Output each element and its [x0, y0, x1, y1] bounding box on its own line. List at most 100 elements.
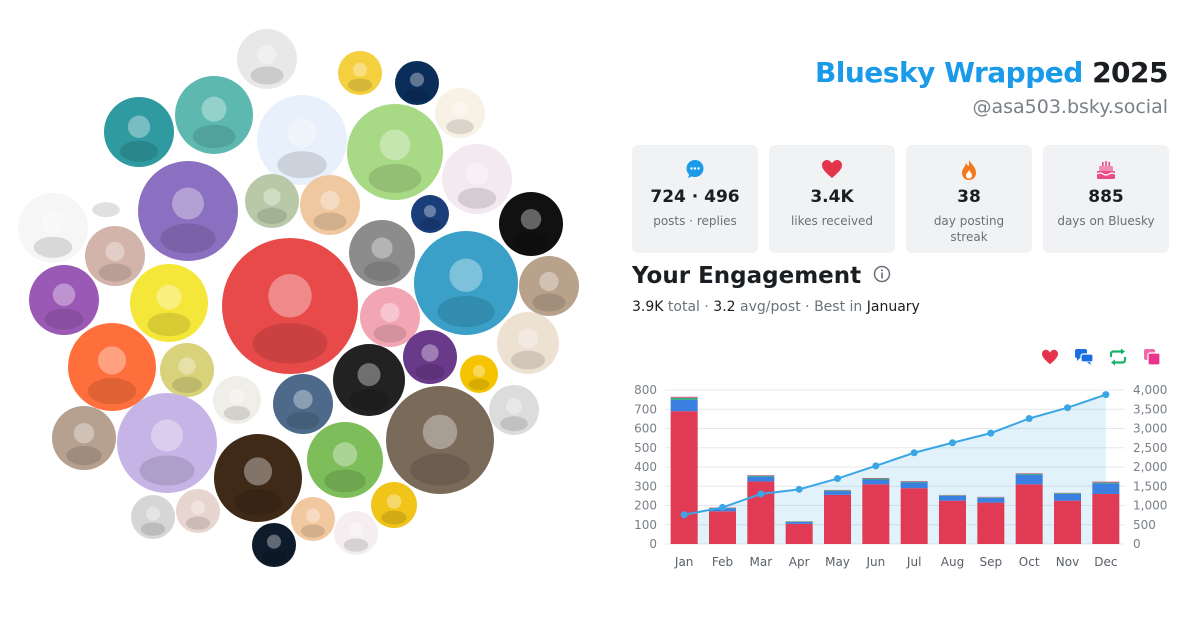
avatar-collage: [18, 29, 579, 567]
y-tick-left: 500: [634, 441, 657, 455]
cumulative-point: [1025, 414, 1033, 422]
x-tick-label: Sep: [980, 555, 1003, 569]
bar-segment: [1054, 493, 1081, 494]
y-tick-right: 500: [1133, 518, 1156, 532]
avatar: [519, 256, 579, 316]
y-tick-left: 700: [634, 402, 657, 416]
x-tick-label: Nov: [1056, 555, 1079, 569]
bar-segment: [862, 484, 890, 544]
page-title: Bluesky Wrapped 2025: [815, 56, 1169, 89]
x-tick-label: May: [825, 555, 850, 569]
bar-segment: [939, 495, 966, 501]
cumulative-point: [872, 462, 880, 470]
bar-segment: [862, 479, 890, 485]
avatar: [442, 144, 512, 214]
avatar: [138, 161, 238, 261]
cumulative-point: [834, 475, 841, 483]
stat-label: days on Bluesky: [1057, 214, 1155, 228]
cumulative-point: [795, 485, 803, 493]
x-tick-label: Dec: [1094, 555, 1117, 569]
avatar: [403, 330, 457, 384]
stat-card-posts: 724 · 496 posts · replies: [632, 145, 758, 253]
avatar: [68, 323, 156, 411]
y-tick-right: 4,000: [1133, 383, 1167, 397]
bar-segment: [1015, 473, 1043, 475]
y-tick-right: 1,500: [1133, 479, 1167, 493]
bar-segment: [747, 476, 775, 482]
avatar: [300, 175, 360, 235]
y-tick-right: 0: [1133, 537, 1141, 551]
x-tick-label: Oct: [1019, 555, 1040, 569]
user-handle: @asa503.bsky.social: [972, 96, 1168, 118]
avatar: [18, 193, 88, 263]
cumulative-point: [1064, 404, 1071, 412]
repost-icon[interactable]: [1108, 348, 1128, 366]
bar-segment: [1092, 493, 1120, 544]
cumulative-point: [987, 429, 995, 437]
bar-segment: [824, 491, 851, 495]
stat-value: 38: [957, 187, 981, 207]
avatar: [85, 226, 145, 286]
cumulative-point: [1102, 391, 1110, 399]
stat-card-days: 885 days on Bluesky: [1043, 145, 1169, 253]
speech-bubble-icon: [632, 159, 758, 181]
avg-value: 3.2: [713, 299, 736, 315]
y-tick-right: 2,000: [1133, 460, 1167, 474]
x-tick-label: Jan: [674, 555, 694, 569]
total-value: 3.9K: [632, 299, 664, 315]
bar-segment: [670, 396, 698, 398]
avatar: [214, 434, 302, 522]
x-tick-label: Feb: [712, 555, 733, 569]
bar-segment: [824, 494, 851, 544]
reply-icon[interactable]: [1074, 348, 1094, 366]
y-tick-left: 800: [634, 383, 657, 397]
bar-segment: [1054, 500, 1081, 544]
bar-segment: [785, 521, 813, 524]
cumulative-point: [719, 503, 726, 511]
avatar: [291, 497, 335, 541]
avatar: [160, 343, 214, 397]
bar-segment: [1054, 493, 1081, 501]
engagement-heading: Your Engagement: [632, 263, 891, 289]
avatar: [349, 220, 415, 286]
bar-segment: [1092, 483, 1120, 494]
stat-value: 724 · 496: [650, 187, 740, 207]
cumulative-point: [949, 439, 956, 447]
stat-value: 3.4K: [810, 187, 854, 207]
x-tick-label: Aug: [941, 555, 964, 569]
bar-segment: [785, 523, 813, 544]
cumulative-line: [683, 393, 1107, 516]
y-tick-left: 300: [634, 479, 657, 493]
bar-segment: [1015, 473, 1043, 474]
x-tick-label: Apr: [789, 555, 810, 569]
avatar: [435, 88, 485, 138]
best-label: Best in: [814, 299, 863, 315]
avatar: [117, 393, 217, 493]
avatar: [371, 482, 417, 528]
heart-icon[interactable]: [1040, 348, 1060, 366]
avatar: [176, 489, 220, 533]
cake-icon: [1043, 159, 1169, 181]
avatar: [52, 406, 116, 470]
avatar: [338, 51, 382, 95]
stat-card-likes: 3.4K likes received: [769, 145, 895, 253]
y-tick-right: 3,500: [1133, 402, 1167, 416]
bar-segment: [824, 490, 851, 492]
avatar: [386, 386, 494, 494]
avatar: [213, 376, 261, 424]
bar-segment: [939, 500, 966, 544]
avatar: [245, 174, 299, 228]
quote-icon[interactable]: [1142, 348, 1162, 366]
bar-segment: [709, 511, 736, 544]
info-icon[interactable]: [873, 263, 891, 289]
bar-segment: [939, 495, 966, 496]
avg-label: avg/post: [740, 299, 801, 315]
bar-segment: [747, 475, 775, 476]
avatar: [334, 511, 378, 555]
bar-segment: [670, 411, 698, 544]
bar-segment: [862, 478, 890, 480]
avatar: [81, 171, 131, 221]
bar-segment: [900, 481, 928, 483]
avatar: [307, 422, 383, 498]
y-tick-left: 200: [634, 499, 657, 513]
